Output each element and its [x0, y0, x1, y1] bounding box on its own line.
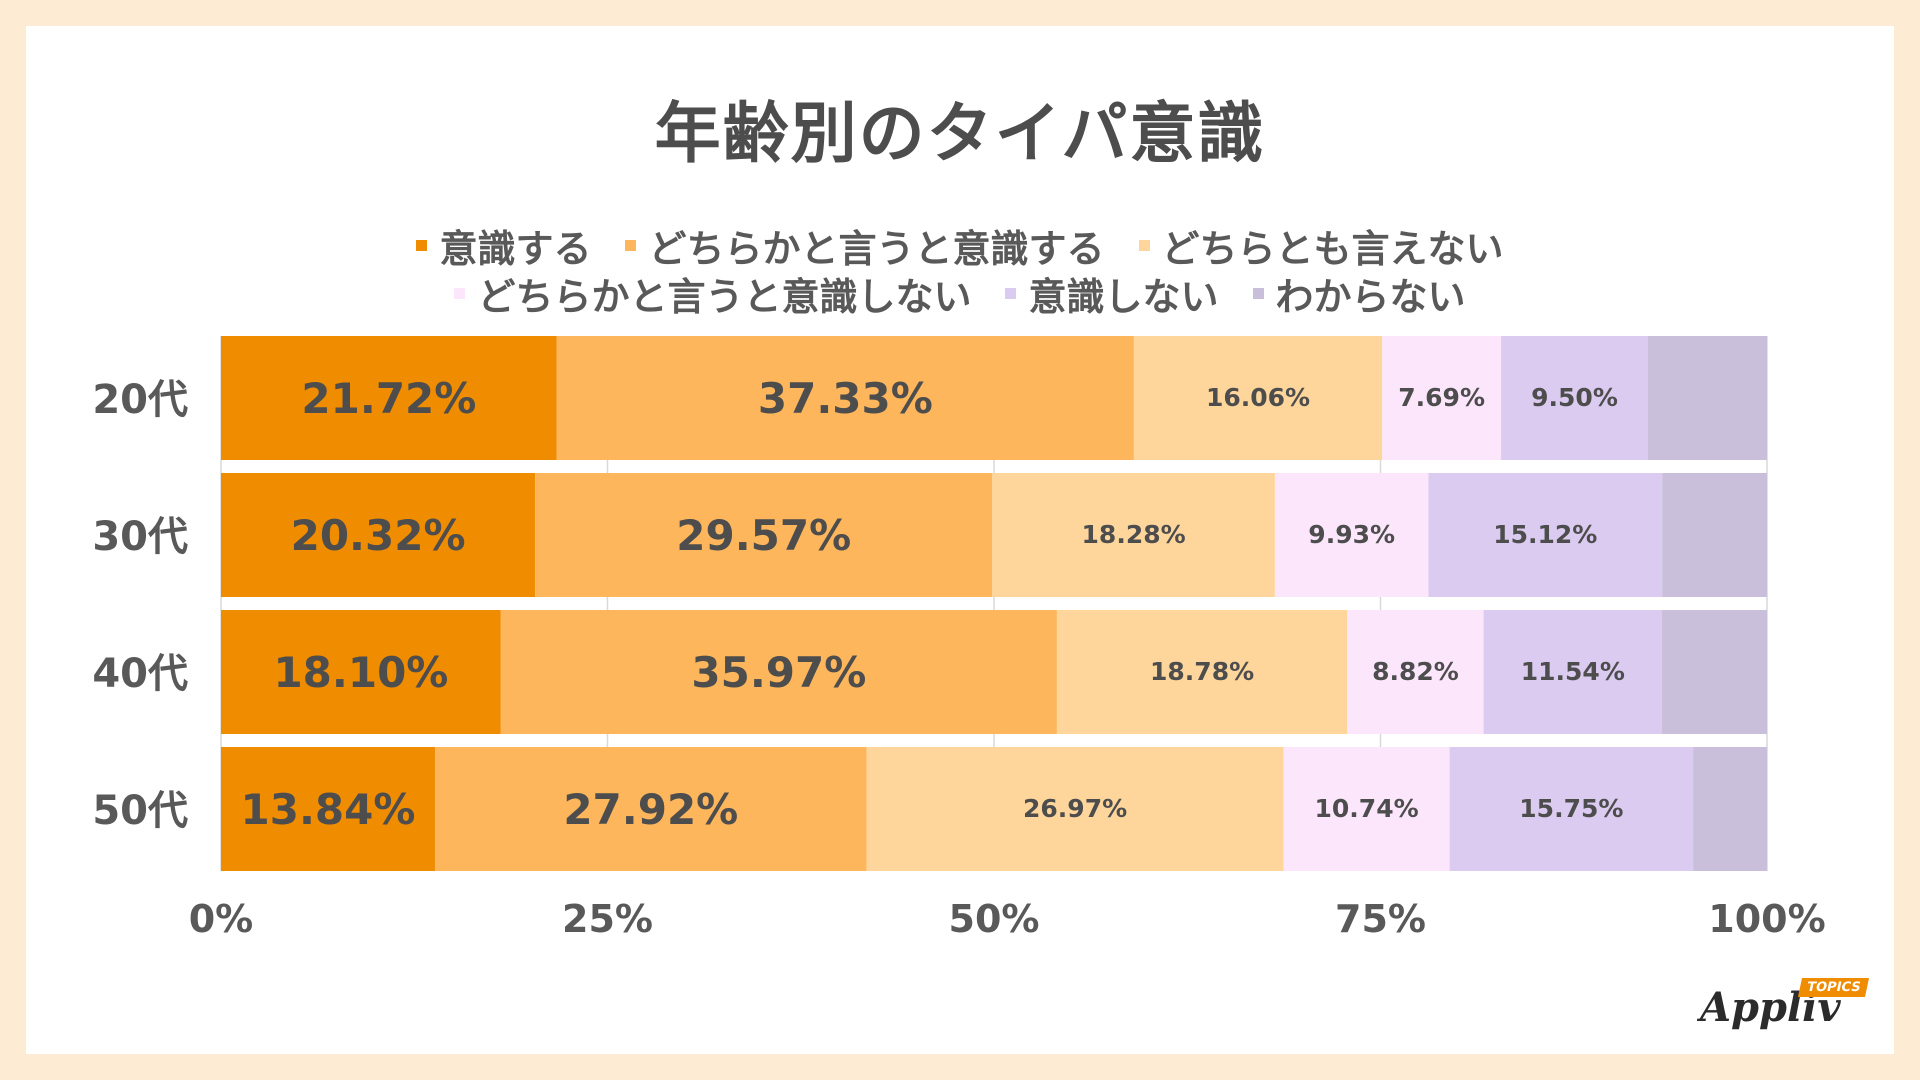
legend-swatch-5 [1005, 288, 1017, 299]
bar-4-seg-2 [434, 747, 867, 871]
x-tick-label-50: 50% [949, 897, 1040, 941]
bar-2-seg-1 [221, 473, 536, 597]
bar-4-seg-4 [1283, 747, 1450, 871]
category-label-2: 30代 [92, 514, 188, 560]
bar-1-seg-1 [221, 336, 557, 460]
legend-row-2: どちらかと言うと意識しない 意識しない わからない [0, 266, 1920, 321]
data-label-4-4: 10.74% [1315, 794, 1419, 823]
legend-item-2: どちらかと言うと意識する [625, 218, 1105, 273]
data-label-3-3: 18.78% [1150, 657, 1254, 686]
bar-1-seg-3 [1133, 336, 1383, 460]
legend-label-2: どちらかと言うと意識する [648, 227, 1105, 271]
applive-logo: Appliv TOPICS [1700, 978, 1880, 1038]
bar-4-seg-3 [866, 747, 1284, 871]
bar-2-seg-3 [992, 473, 1275, 597]
x-tick-label-100: 100% [1708, 897, 1825, 941]
bar-4-seg-6 [1693, 747, 1767, 871]
bar-4-seg-1 [221, 747, 435, 871]
x-tick-label-0: 0% [189, 897, 254, 941]
category-label-4: 50代 [92, 788, 188, 834]
legend-item-1: 意識する [416, 218, 591, 273]
bar-2-seg-2 [535, 473, 993, 597]
x-tick-label-25: 25% [562, 897, 653, 941]
data-label-1-3: 16.06% [1206, 383, 1310, 412]
legend-swatch-1 [416, 240, 428, 251]
bar-1-seg-2 [556, 336, 1134, 460]
data-label-4-1: 13.84% [241, 785, 416, 834]
legend-item-3: どちらとも言えない [1138, 218, 1504, 273]
bar-3-seg-5 [1483, 610, 1663, 734]
legend-swatch-6 [1252, 288, 1264, 299]
legend-swatch-4 [454, 288, 466, 299]
legend-label-3: どちらとも言えない [1161, 227, 1504, 271]
legend-swatch-3 [1138, 240, 1150, 251]
data-label-1-4: 7.69% [1398, 383, 1485, 412]
bar-3-seg-3 [1056, 610, 1348, 734]
legend-item-5: 意識しない [1005, 266, 1219, 321]
logo-badge: TOPICS [1797, 978, 1870, 997]
legend-item-6: わからない [1252, 266, 1466, 321]
data-label-3-5: 11.54% [1521, 657, 1625, 686]
data-label-4-2: 27.92% [563, 785, 738, 834]
bar-3-seg-4 [1347, 610, 1484, 734]
data-label-2-2: 29.57% [676, 511, 851, 560]
data-label-4-5: 15.75% [1519, 794, 1623, 823]
data-label-1-5: 9.50% [1531, 383, 1618, 412]
bar-3-seg-1 [221, 610, 501, 734]
bar-1-seg-6 [1647, 336, 1767, 460]
bar-1-seg-5 [1501, 336, 1648, 460]
data-label-3-1: 18.10% [273, 648, 448, 697]
data-label-3-4: 8.82% [1372, 657, 1459, 686]
bar-1-seg-4 [1382, 336, 1502, 460]
data-label-2-1: 20.32% [291, 511, 466, 560]
legend-label-4: どちらかと言うと意識しない [477, 275, 972, 319]
legend-row-1: 意識する どちらかと言うと意識する どちらとも言えない [0, 218, 1920, 273]
legend-swatch-2 [625, 240, 637, 251]
bar-3-seg-6 [1662, 610, 1767, 734]
chart-title: 年齢別のタイパ意識 [654, 95, 1266, 172]
legend-label-6: わからない [1275, 275, 1466, 319]
legend-label-5: 意識しない [1028, 275, 1219, 319]
data-label-2-5: 15.12% [1493, 520, 1597, 549]
data-label-4-3: 26.97% [1023, 794, 1127, 823]
bar-2-seg-6 [1662, 473, 1767, 597]
bar-4-seg-5 [1449, 747, 1694, 871]
data-label-1-2: 37.33% [758, 374, 933, 423]
x-tick-label-75: 75% [1335, 897, 1426, 941]
legend-label-1: 意識する [439, 227, 592, 271]
category-label-3: 40代 [92, 651, 188, 697]
bar-3-seg-2 [500, 610, 1057, 734]
legend-item-4: どちらかと言うと意識しない [454, 266, 971, 321]
data-label-1-1: 21.72% [301, 374, 476, 423]
category-label-1: 20代 [92, 377, 188, 423]
data-label-2-4: 9.93% [1308, 520, 1395, 549]
bar-2-seg-5 [1428, 473, 1663, 597]
bar-2-seg-4 [1274, 473, 1429, 597]
data-label-3-2: 35.97% [691, 648, 866, 697]
data-label-2-3: 18.28% [1082, 520, 1186, 549]
